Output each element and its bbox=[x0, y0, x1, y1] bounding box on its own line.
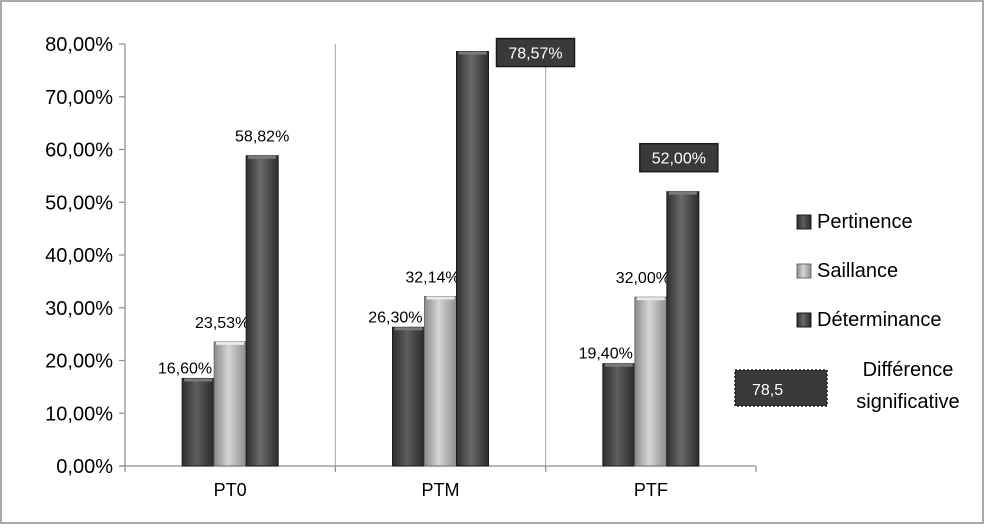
bar-pertinence-ptf bbox=[602, 363, 636, 467]
x-category-label: PTF bbox=[634, 480, 668, 500]
bar-cap-dterminance-ptm bbox=[458, 51, 487, 55]
data-label-pertinence-pt0: 16,60% bbox=[158, 360, 212, 377]
bar-cap-dterminance-pt0 bbox=[248, 155, 277, 159]
bar-pertinence-ptm bbox=[392, 326, 425, 467]
note-box-value: 78,5 bbox=[752, 382, 783, 399]
y-tick-label: 20,00% bbox=[45, 351, 113, 373]
bar-saillance-ptf bbox=[634, 296, 668, 467]
legend-swatch-dterminance bbox=[796, 312, 812, 328]
note-text-line: significative bbox=[856, 391, 959, 413]
legend-label-dterminance: Déterminance bbox=[817, 309, 942, 331]
bar-cap-pertinence-ptf bbox=[604, 363, 633, 367]
note-text-line: Différence bbox=[863, 359, 954, 381]
legend-label-saillance: Saillance bbox=[817, 260, 898, 282]
data-label-saillance-ptm: 32,14% bbox=[405, 269, 459, 286]
y-tick-label: 60,00% bbox=[45, 140, 113, 162]
bar-dterminance-ptm bbox=[456, 51, 489, 467]
data-label-pertinence-ptf: 19,40% bbox=[579, 346, 633, 363]
bar-cap-pertinence-ptm bbox=[394, 327, 423, 331]
y-tick-label: 40,00% bbox=[45, 245, 113, 267]
y-tick-label: 50,00% bbox=[45, 192, 113, 214]
data-label-saillance-ptf: 32,00% bbox=[616, 270, 670, 287]
bar-dterminance-pt0 bbox=[245, 155, 279, 467]
bar-saillance-pt0 bbox=[213, 341, 247, 467]
bar-saillance-ptm bbox=[424, 295, 457, 467]
data-label-dterminance-ptm: 78,57% bbox=[508, 46, 562, 63]
bar-dterminance-ptf bbox=[666, 191, 700, 467]
legend-swatch-pertinence bbox=[796, 214, 812, 230]
y-tick-label: 80,00% bbox=[45, 34, 113, 56]
y-tick-label: 10,00% bbox=[45, 403, 113, 425]
highlight-label-box bbox=[639, 142, 719, 173]
note-box bbox=[734, 369, 828, 407]
legend-label-pertinence: Pertinence bbox=[817, 211, 913, 233]
x-category-label: PTM bbox=[422, 480, 460, 500]
x-category-label: PT0 bbox=[214, 480, 247, 500]
y-tick-label: 70,00% bbox=[45, 87, 113, 109]
legend-swatch-saillance bbox=[796, 263, 812, 279]
bar-cap-saillance-pt0 bbox=[216, 341, 245, 345]
data-label-dterminance-ptf: 52,00% bbox=[652, 151, 706, 168]
bar-pertinence-pt0 bbox=[181, 377, 215, 467]
bar-cap-dterminance-ptf bbox=[668, 191, 697, 195]
y-tick-label: 30,00% bbox=[45, 298, 113, 320]
bar-cap-saillance-ptm bbox=[426, 296, 455, 300]
bar-cap-pertinence-pt0 bbox=[184, 378, 213, 382]
data-label-dterminance-pt0: 58,82% bbox=[235, 129, 289, 146]
data-label-pertinence-ptm: 26,30% bbox=[368, 309, 422, 326]
data-label-saillance-pt0: 23,53% bbox=[195, 315, 249, 332]
highlight-label-box bbox=[495, 37, 576, 68]
y-tick-label: 0,00% bbox=[56, 456, 113, 478]
bar-cap-saillance-ptf bbox=[636, 297, 665, 301]
